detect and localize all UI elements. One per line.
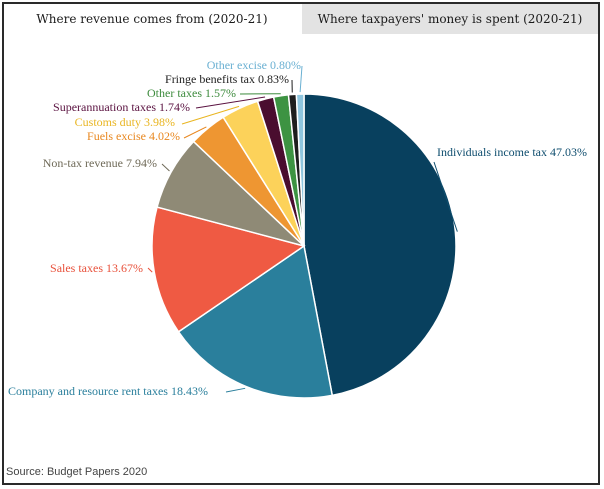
leader-line <box>183 126 207 139</box>
leader-line <box>299 65 303 93</box>
pie-slice <box>295 93 305 247</box>
tab-spending[interactable]: Where taxpayers' money is spent (2020-21… <box>302 4 598 34</box>
pie-slice <box>177 244 334 399</box>
leader-line <box>433 161 458 232</box>
slice-label: Individuals income tax 47.03% <box>437 145 587 159</box>
pie-slice <box>303 93 457 397</box>
slice-label: Other excise 0.80% <box>207 58 301 72</box>
slice-labels: Individuals income tax 47.03% Company and… <box>8 58 587 398</box>
leader-lines <box>147 65 458 393</box>
tab-revenue[interactable]: Where revenue comes from (2020-21) <box>4 4 300 34</box>
slice-label: Company and resource rent taxes 18.43% <box>8 384 208 398</box>
slice-label: Sales taxes 13.67% <box>50 261 143 275</box>
slice-label: Customs duty 3.98% <box>75 115 175 129</box>
slice-label: Fuels excise 4.02% <box>87 129 180 143</box>
leader-line <box>195 96 266 109</box>
slice-label: Other taxes 1.57% <box>147 86 236 100</box>
pie-slices <box>151 93 457 399</box>
leader-line <box>147 267 153 273</box>
leader-line <box>225 387 246 393</box>
leader-line <box>161 163 170 172</box>
source-note: Source: Budget Papers 2020 <box>6 466 148 478</box>
slice-label: Fringe benefits tax 0.83% <box>165 72 289 86</box>
slice-label: Superannuation taxes 1.74% <box>53 100 190 114</box>
pie-slice <box>151 206 306 333</box>
leader-line <box>181 105 240 125</box>
slice-label: Non-tax revenue 7.94% <box>43 156 157 170</box>
